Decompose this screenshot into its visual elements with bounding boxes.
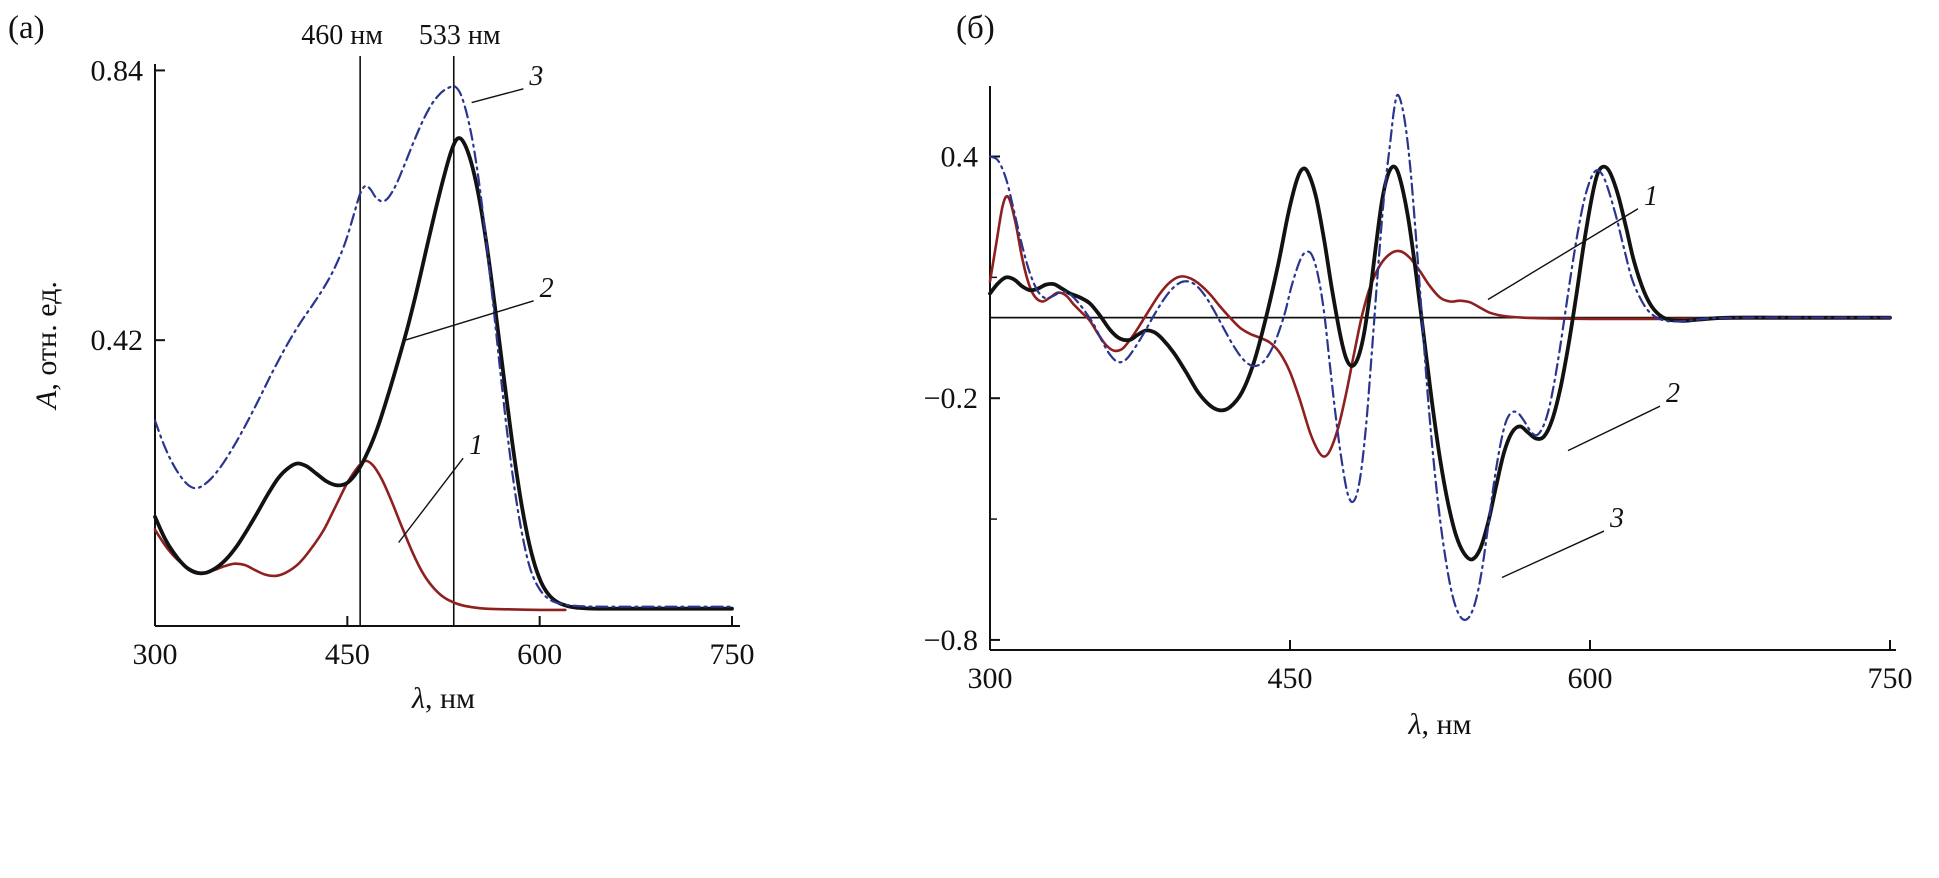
x-tick-label-a: 600 bbox=[517, 638, 562, 671]
y-axis-title-a: A, отн. ед. bbox=[30, 281, 63, 411]
y-tick-label-b: −0.2 bbox=[924, 382, 978, 415]
callout-label-1-b: 1 bbox=[1644, 181, 1658, 212]
callout-label-1-a: 1 bbox=[469, 430, 483, 461]
callout-leader-1-a bbox=[398, 457, 464, 543]
y-tick-label-b: 0.4 bbox=[941, 141, 979, 174]
series-3-curve-a bbox=[153, 84, 734, 608]
callout-leader-2-a bbox=[404, 300, 534, 341]
callout-label-2-b: 2 bbox=[1666, 378, 1680, 409]
callout-label-2-a: 2 bbox=[540, 273, 554, 304]
marker-vline-label-460: 460 нм bbox=[301, 20, 383, 51]
y-tick-label-a: 0.84 bbox=[91, 54, 144, 87]
callout-leader-2-b bbox=[1567, 405, 1661, 452]
callout-label-3-b: 3 bbox=[1609, 503, 1624, 534]
x-tick-label-b: 600 bbox=[1568, 662, 1613, 695]
marker-vline-label-533: 533 нм bbox=[419, 20, 501, 51]
y-tick-label-b: −0.8 bbox=[924, 624, 978, 657]
x-tick-label-b: 300 bbox=[968, 662, 1013, 695]
callout-leader-3-a bbox=[471, 88, 524, 104]
panel-a-letter: (а) bbox=[8, 10, 45, 46]
x-axis-title-b: λ, нм bbox=[1407, 708, 1471, 741]
series-3-curve-b bbox=[988, 93, 1892, 622]
x-tick-label-a: 750 bbox=[710, 638, 755, 671]
series-1-curve-a bbox=[153, 459, 567, 612]
x-tick-label-a: 450 bbox=[325, 638, 370, 671]
y-tick-label-a: 0.42 bbox=[91, 324, 144, 357]
series-2-curve-b bbox=[988, 164, 1892, 562]
x-tick-label-b: 450 bbox=[1268, 662, 1313, 695]
callout-label-3-a: 3 bbox=[528, 61, 543, 92]
series-1-curve-b bbox=[988, 194, 1892, 458]
callout-leader-3-b bbox=[1501, 530, 1605, 579]
series-2-curve-a bbox=[153, 136, 734, 611]
x-tick-label-a: 300 bbox=[133, 638, 178, 671]
x-axis-title-a: λ, нм bbox=[411, 682, 475, 715]
x-tick-label-b: 750 bbox=[1868, 662, 1913, 695]
callout-leader-1-b bbox=[1487, 208, 1639, 301]
panel-b-letter: (б) bbox=[956, 10, 995, 46]
